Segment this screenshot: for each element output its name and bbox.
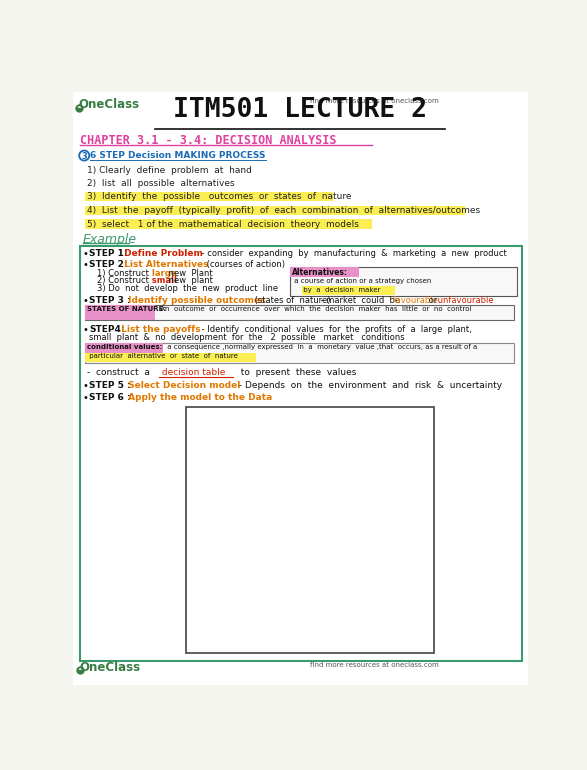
Text: 4)  List  the  payoff  (typically  profit)  of  each  combination  of  alternati: 4) List the payoff (typically profit) of… bbox=[87, 206, 480, 216]
Bar bbox=[291, 267, 359, 277]
Bar bbox=[85, 353, 255, 362]
Text: •: • bbox=[83, 249, 89, 259]
Text: new  plant: new plant bbox=[166, 276, 213, 286]
Text: 5)  select   1 of the  mathematical  decision  theory  models: 5) select 1 of the mathematical decision… bbox=[87, 220, 359, 229]
Text: An  outcome  or  occurrence  over  which  the  decision  maker  has  little  or : An outcome or occurrence over which the … bbox=[158, 306, 471, 313]
Bar bbox=[85, 305, 514, 320]
Text: STEP4:: STEP4: bbox=[89, 325, 124, 334]
Bar bbox=[85, 206, 465, 215]
Text: small  plant  &  no  development  for  the   2  possible   market   conditions: small plant & no development for the 2 p… bbox=[89, 333, 404, 343]
Bar bbox=[291, 267, 517, 296]
Text: 3: 3 bbox=[82, 152, 87, 162]
Text: Apply the model to the Data: Apply the model to the Data bbox=[124, 393, 272, 402]
Text: unfavourable: unfavourable bbox=[436, 296, 494, 306]
Text: 6 STEP Decision MAKING PROCESS: 6 STEP Decision MAKING PROCESS bbox=[90, 151, 266, 160]
Text: STATES OF NATURE:: STATES OF NATURE: bbox=[86, 306, 166, 313]
Bar bbox=[85, 219, 372, 229]
Text: 1) Clearly  define  problem  at  hand: 1) Clearly define problem at hand bbox=[87, 166, 252, 175]
Text: 2) Construct: 2) Construct bbox=[97, 276, 149, 286]
Text: a consequence ,normally expressed  in  a  monetary  value ,that  occurs, as a re: a consequence ,normally expressed in a m… bbox=[165, 344, 477, 350]
Bar bbox=[185, 407, 434, 653]
Text: 2)  list  all  possible  alternatives: 2) list all possible alternatives bbox=[87, 179, 235, 188]
Text: -  construct  a: - construct a bbox=[87, 368, 150, 377]
Text: decision table: decision table bbox=[158, 368, 225, 377]
Text: ITM501 LECTURE 2: ITM501 LECTURE 2 bbox=[173, 97, 427, 123]
Text: 1) Construct: 1) Construct bbox=[97, 269, 149, 278]
Text: STEP 2:: STEP 2: bbox=[89, 260, 127, 269]
Text: - Depends  on  the  environment  and  risk  &  uncertainty: - Depends on the environment and risk & … bbox=[236, 381, 502, 390]
Text: OneClass: OneClass bbox=[79, 98, 140, 111]
Text: (courses of action): (courses of action) bbox=[204, 260, 285, 269]
Text: small: small bbox=[149, 276, 177, 286]
Text: (states of  nature): (states of nature) bbox=[252, 296, 330, 306]
Text: or: or bbox=[426, 296, 437, 306]
Text: - market  could  be: - market could be bbox=[318, 296, 400, 306]
Text: by  a  decision  maker: by a decision maker bbox=[292, 287, 380, 293]
Text: Example: Example bbox=[83, 233, 137, 246]
Text: Define Problem: Define Problem bbox=[122, 249, 203, 258]
Bar bbox=[302, 286, 395, 295]
Text: Identify possible outcomes: Identify possible outcomes bbox=[124, 296, 265, 306]
Text: •: • bbox=[83, 325, 89, 335]
Bar bbox=[85, 192, 333, 201]
Text: new  Plant: new Plant bbox=[166, 269, 213, 278]
Bar bbox=[85, 305, 155, 320]
Text: favourable: favourable bbox=[390, 296, 437, 306]
Text: a course of action or a strategy chosen: a course of action or a strategy chosen bbox=[292, 278, 431, 284]
Text: STEP 3 :: STEP 3 : bbox=[89, 296, 130, 306]
Text: •: • bbox=[83, 381, 89, 391]
Text: - Identify  conditional  values  for  the  profits  of  a  large  plant,: - Identify conditional values for the pr… bbox=[199, 325, 472, 334]
Text: to  present  these  values: to present these values bbox=[235, 368, 356, 377]
Text: CHAPTER 3.1 - 3.4: DECISION ANALYSIS: CHAPTER 3.1 - 3.4: DECISION ANALYSIS bbox=[80, 134, 336, 147]
Text: find more resources at oneclass.com: find more resources at oneclass.com bbox=[310, 98, 438, 104]
Text: List Alternatives: List Alternatives bbox=[122, 260, 209, 269]
Text: STEP 1:: STEP 1: bbox=[89, 249, 127, 258]
Bar bbox=[80, 246, 522, 661]
Text: STEP 5 :: STEP 5 : bbox=[89, 381, 130, 390]
Text: STEP 6 :: STEP 6 : bbox=[89, 393, 130, 402]
Text: OneClass: OneClass bbox=[80, 661, 141, 674]
Text: large: large bbox=[149, 269, 176, 278]
Text: •: • bbox=[83, 296, 89, 306]
Text: List the payoffs: List the payoffs bbox=[119, 325, 201, 334]
Text: •: • bbox=[83, 260, 89, 270]
Text: 3)  Identify  the  possible   outcomes  or  states  of  nature: 3) Identify the possible outcomes or sta… bbox=[87, 192, 352, 202]
Text: - consider  expanding  by  manufacturing  &  marketing  a  new  product: - consider expanding by manufacturing & … bbox=[199, 249, 507, 258]
Text: •: • bbox=[83, 393, 89, 403]
Text: Alternatives:: Alternatives: bbox=[292, 268, 348, 277]
Text: conditional values:: conditional values: bbox=[86, 344, 162, 350]
Text: Select Decision model: Select Decision model bbox=[124, 381, 240, 390]
Bar bbox=[85, 343, 514, 363]
Text: particular  alternative  or  state  of  nature: particular alternative or state of natur… bbox=[86, 353, 237, 360]
Text: find more resources at oneclass.com: find more resources at oneclass.com bbox=[310, 662, 438, 668]
Bar bbox=[85, 343, 163, 353]
Text: 3) Do  not  develop  the  new  product  line: 3) Do not develop the new product line bbox=[97, 284, 278, 293]
